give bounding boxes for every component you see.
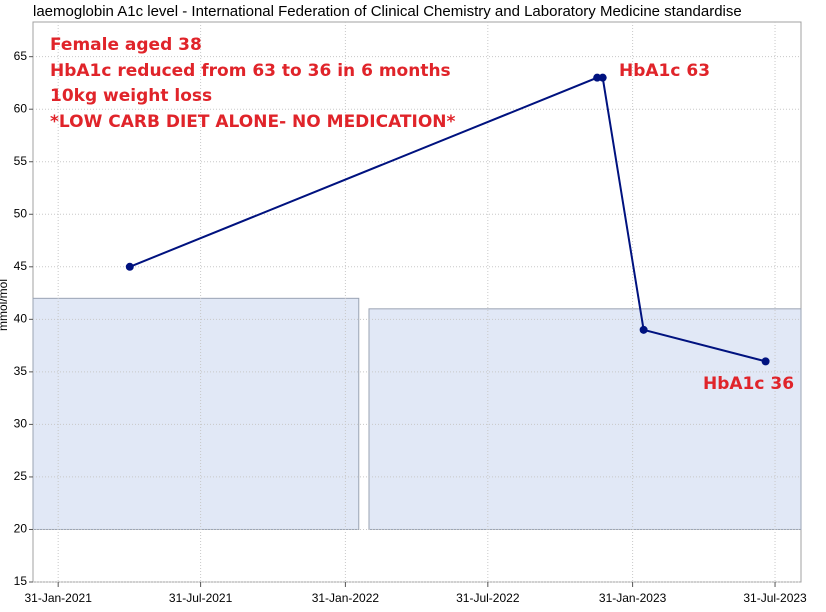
annotation: 10kg weight loss — [50, 86, 212, 106]
y-tick-label: 15 — [14, 574, 28, 588]
x-tick-label: 31-Jul-2021 — [169, 591, 233, 605]
x-tick-label: 31-Jul-2023 — [743, 591, 807, 605]
data-point — [598, 73, 607, 82]
y-tick-label: 35 — [14, 364, 28, 378]
x-tick-label: 31-Jan-2023 — [599, 591, 667, 605]
reference-band — [368, 308, 802, 530]
y-tick-label: 40 — [14, 312, 28, 326]
y-tick-label: 45 — [14, 259, 28, 273]
annotation: Female aged 38 — [50, 35, 202, 55]
x-tick-label: 31-Jan-2022 — [312, 591, 380, 605]
y-tick-label: 55 — [14, 154, 28, 168]
annotation: HbA1c 36 — [703, 374, 794, 394]
x-tick-label: 31-Jul-2022 — [456, 591, 520, 605]
data-point — [593, 73, 602, 82]
y-tick-label: 20 — [14, 522, 28, 536]
annotation: *LOW CARB DIET ALONE- NO MEDICATION* — [50, 112, 456, 132]
data-point — [761, 357, 770, 366]
annotation: HbA1c reduced from 63 to 36 in 6 months — [50, 61, 451, 81]
annotation: HbA1c 63 — [619, 61, 710, 81]
y-tick-label: 25 — [14, 469, 28, 483]
chart-title: laemoglobin A1c level - International Fe… — [33, 3, 742, 20]
data-point — [125, 262, 134, 271]
x-tick-label: 31-Jan-2021 — [24, 591, 92, 605]
reference-band — [32, 297, 360, 530]
y-tick-label: 65 — [14, 49, 28, 63]
data-point — [639, 325, 648, 334]
y-tick-label: 30 — [14, 417, 28, 431]
y-tick-label: 60 — [14, 101, 28, 115]
y-axis-label: mmol/mol — [0, 279, 10, 331]
y-tick-label: 50 — [14, 206, 28, 220]
